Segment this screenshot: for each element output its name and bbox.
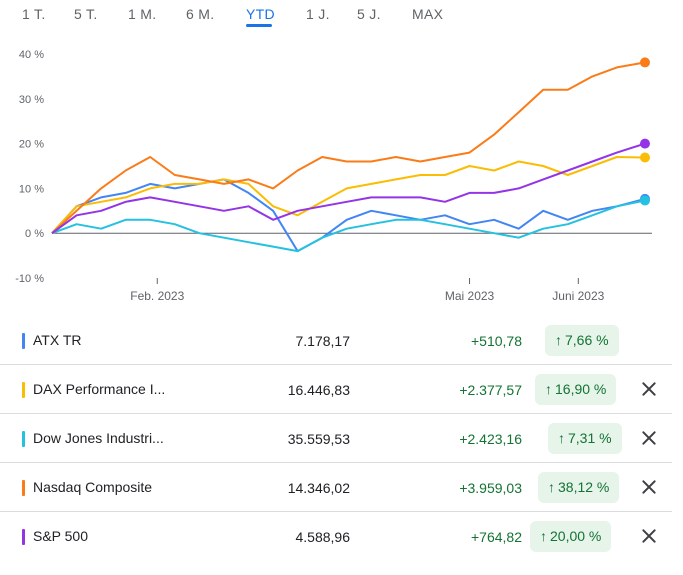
series-color-swatch — [22, 382, 25, 398]
percent-change-value: 7,31 % — [568, 430, 612, 446]
index-change: +2.423,16 — [459, 431, 522, 447]
tab-max[interactable]: MAX — [412, 6, 444, 22]
index-price: 16.446,83 — [287, 382, 350, 398]
series-color-swatch — [22, 333, 25, 349]
percent-change-badge: ↑ 7,66 % — [545, 325, 619, 356]
comparison-row-sp500[interactable]: S&P 500 4.588,96 +764,82 ↑ 20,00 % — [0, 512, 672, 561]
percent-change-badge: ↑ 38,12 % — [538, 472, 620, 503]
percent-change-value: 7,66 % — [565, 332, 609, 348]
index-change: +2.377,57 — [459, 382, 522, 398]
comparison-row-dax[interactable]: DAX Performance I... 16.446,83 +2.377,57… — [0, 365, 672, 414]
index-price: 7.178,17 — [295, 333, 351, 349]
arrow-up-icon: ↑ — [555, 332, 562, 348]
arrow-up-icon: ↑ — [548, 479, 555, 495]
percent-change-value: 16,90 % — [555, 381, 607, 397]
remove-comparison-button[interactable] — [639, 477, 659, 497]
arrow-up-icon: ↑ — [540, 528, 547, 544]
arrow-up-icon: ↑ — [558, 430, 565, 446]
series-endpoints — [639, 57, 650, 206]
x-tick-label: Juni 2023 — [552, 289, 604, 303]
index-name: Nasdaq Composite — [33, 479, 153, 495]
index-change: +510,78 — [471, 333, 522, 349]
x-tick-label: Mai 2023 — [445, 289, 495, 303]
row-divider — [0, 413, 672, 414]
row-divider — [0, 462, 672, 463]
series-color-swatch — [22, 529, 25, 545]
tab-ytd[interactable]: YTD — [246, 6, 275, 22]
percent-change-badge: ↑ 20,00 % — [530, 521, 612, 552]
row-divider — [0, 364, 672, 365]
arrow-up-icon: ↑ — [545, 381, 552, 397]
series-endpoint-2 — [639, 195, 650, 206]
tab-1-year[interactable]: 1 J. — [306, 6, 330, 22]
series-endpoint-3 — [639, 57, 650, 68]
index-name: ATX TR — [33, 332, 82, 348]
series-line-2 — [51, 199, 646, 253]
index-change: +764,82 — [471, 529, 522, 545]
index-name: DAX Performance I... — [33, 381, 166, 397]
index-change: +3.959,03 — [459, 480, 522, 496]
percent-change-badge: ↑ 7,31 % — [548, 423, 622, 454]
x-axis: Feb. 2023 Mai 2023 Juni 2023 — [130, 278, 605, 303]
x-tick-label: Feb. 2023 — [130, 289, 184, 303]
index-price: 4.588,96 — [295, 529, 351, 545]
tab-6-months[interactable]: 6 M. — [186, 6, 215, 22]
percent-change-badge: ↑ 16,90 % — [535, 374, 617, 405]
y-tick-label: 30 % — [19, 94, 44, 106]
index-name: Dow Jones Industri... — [33, 430, 164, 446]
y-axis: 40 % 30 % 20 % 10 % 0 % -10 % — [15, 49, 44, 285]
index-name: S&P 500 — [33, 528, 89, 544]
series-line-0 — [51, 178, 646, 253]
y-tick-label: 40 % — [19, 49, 44, 61]
series-lines — [51, 61, 646, 253]
comparison-row-nasdaq[interactable]: Nasdaq Composite 14.346,02 +3.959,03 ↑ 38… — [0, 463, 672, 512]
comparison-row-atx[interactable]: ATX TR 7.178,17 +510,78 ↑ 7,66 % — [0, 316, 672, 365]
tab-1-day[interactable]: 1 T. — [22, 6, 46, 22]
active-tab-indicator — [246, 24, 272, 27]
series-color-swatch — [22, 431, 25, 447]
row-divider — [0, 511, 672, 512]
comparison-row-dow-jones[interactable]: Dow Jones Industri... 35.559,53 +2.423,1… — [0, 414, 672, 463]
index-price: 14.346,02 — [287, 480, 350, 496]
series-line-1 — [51, 156, 646, 234]
performance-chart[interactable]: 40 % 30 % 20 % 10 % 0 % -10 % Feb. 2023 Mai 20… — [0, 38, 683, 308]
series-color-swatch — [22, 480, 25, 496]
series-line-4 — [51, 142, 646, 235]
percent-change-value: 38,12 % — [558, 479, 610, 495]
tab-5-days[interactable]: 5 T. — [74, 6, 98, 22]
series-endpoint-4 — [639, 138, 650, 149]
y-tick-label: 0 % — [25, 228, 44, 240]
range-tabs: 1 T. 5 T. 1 M. 6 M. YTD 1 J. 5 J. MAX — [0, 0, 683, 32]
tab-1-month[interactable]: 1 M. — [128, 6, 157, 22]
series-endpoint-1 — [639, 152, 650, 163]
remove-comparison-button[interactable] — [639, 428, 659, 448]
series-line-3 — [51, 61, 646, 234]
index-price: 35.559,53 — [287, 431, 350, 447]
remove-comparison-button[interactable] — [639, 379, 659, 399]
tab-5-years[interactable]: 5 J. — [357, 6, 381, 22]
remove-comparison-button[interactable] — [639, 526, 659, 546]
y-tick-label: 20 % — [19, 139, 44, 151]
y-tick-label: 10 % — [19, 183, 44, 195]
percent-change-value: 20,00 % — [550, 528, 602, 544]
y-tick-label: -10 % — [15, 273, 44, 285]
